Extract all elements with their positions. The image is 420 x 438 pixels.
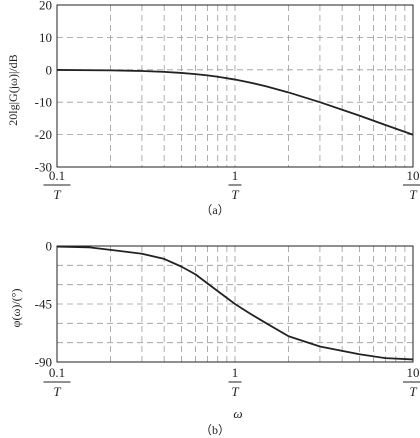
x-tick-numerator: 0.1 <box>49 168 65 183</box>
panel-caption: （a） <box>200 203 229 217</box>
x-tick-denominator: T <box>53 187 61 202</box>
y-tick-label: -30 <box>35 160 52 175</box>
x-tick-label: 0.1 T <box>43 365 71 399</box>
y-tick-label: 10 <box>39 30 52 45</box>
x-tick-numerator: 1 <box>232 168 239 183</box>
x-tick-denominator: T <box>231 187 239 202</box>
y-tick-label: -10 <box>35 95 52 110</box>
y-tick-label: 0 <box>46 239 53 254</box>
x-tick-numerator: 1 <box>232 365 239 380</box>
x-tick-label: 10 T <box>403 168 420 202</box>
x-tick-label: 0.1 T <box>43 168 71 202</box>
x-tick-label: 1T <box>228 168 242 202</box>
x-axis-label: ω <box>233 406 242 421</box>
response-curve <box>56 69 414 136</box>
y-tick-label: -45 <box>35 297 52 312</box>
x-tick-label: 10 T <box>403 365 420 399</box>
y-axis-label: φ(ω)/(°) <box>9 289 23 328</box>
y-tick-label: -20 <box>35 127 52 142</box>
x-tick-denominator: T <box>53 384 61 399</box>
x-tick-numerator: 10 <box>407 365 420 380</box>
panel-caption: （b） <box>200 423 230 437</box>
x-tick-denominator: T <box>409 187 417 202</box>
y-tick-label: 0 <box>46 62 53 77</box>
y-tick-label: 20 <box>39 0 52 13</box>
y-tick-label: -90 <box>35 355 52 370</box>
x-tick-denominator: T <box>231 384 239 399</box>
x-tick-numerator: 0.1 <box>49 365 65 380</box>
plot-frame <box>56 245 414 363</box>
response-curve <box>56 245 414 361</box>
plot-frame <box>56 4 414 168</box>
y-axis-label: 20lg|G(jω)|/dB <box>6 54 20 125</box>
x-tick-denominator: T <box>409 384 417 399</box>
x-tick-label: 1T <box>228 365 242 399</box>
x-tick-numerator: 10 <box>407 168 420 183</box>
